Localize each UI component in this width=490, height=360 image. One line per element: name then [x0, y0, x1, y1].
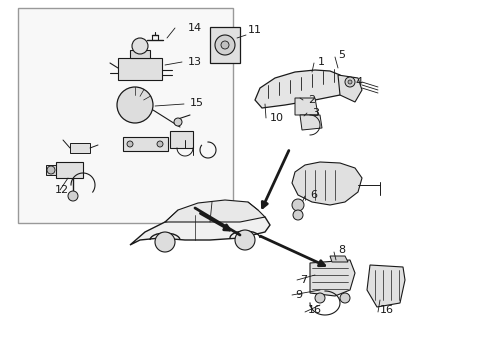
Polygon shape — [310, 260, 355, 296]
Text: 4: 4 — [355, 77, 362, 87]
Polygon shape — [367, 265, 405, 307]
Circle shape — [221, 41, 229, 49]
Text: 10: 10 — [270, 113, 284, 123]
Circle shape — [155, 232, 175, 252]
Polygon shape — [170, 131, 193, 148]
Circle shape — [132, 38, 148, 54]
Text: 3: 3 — [312, 108, 319, 118]
Circle shape — [315, 293, 325, 303]
Text: 14: 14 — [188, 23, 202, 33]
Text: 16: 16 — [308, 305, 322, 315]
Polygon shape — [165, 200, 265, 222]
Polygon shape — [292, 162, 362, 205]
Polygon shape — [330, 256, 348, 262]
Polygon shape — [56, 162, 83, 178]
Circle shape — [68, 191, 78, 201]
Circle shape — [348, 80, 352, 84]
Polygon shape — [70, 143, 90, 153]
Text: 13: 13 — [188, 57, 202, 67]
Text: 7: 7 — [300, 275, 307, 285]
Polygon shape — [118, 58, 162, 80]
Circle shape — [174, 118, 182, 126]
Text: 5: 5 — [338, 50, 345, 60]
Text: 8: 8 — [338, 245, 345, 255]
Text: 12: 12 — [55, 185, 69, 195]
Text: 2: 2 — [308, 95, 315, 105]
Text: 16: 16 — [380, 305, 394, 315]
Circle shape — [215, 35, 235, 55]
Polygon shape — [295, 98, 318, 115]
Circle shape — [340, 293, 350, 303]
Circle shape — [345, 77, 355, 87]
Bar — [18, 8, 233, 223]
Circle shape — [127, 141, 133, 147]
Text: 6: 6 — [310, 190, 317, 200]
Circle shape — [235, 230, 255, 250]
Text: 11: 11 — [248, 25, 262, 35]
Text: 1: 1 — [318, 57, 325, 67]
Polygon shape — [338, 75, 362, 102]
Circle shape — [47, 166, 55, 174]
Polygon shape — [46, 165, 56, 175]
Polygon shape — [130, 50, 150, 58]
Circle shape — [292, 199, 304, 211]
Polygon shape — [123, 137, 168, 151]
Text: 15: 15 — [190, 98, 204, 108]
Polygon shape — [255, 70, 345, 108]
Circle shape — [117, 87, 153, 123]
Polygon shape — [300, 115, 322, 130]
Bar — [210, 27, 240, 63]
Circle shape — [293, 210, 303, 220]
Polygon shape — [130, 212, 270, 245]
Circle shape — [157, 141, 163, 147]
Text: 9: 9 — [295, 290, 302, 300]
